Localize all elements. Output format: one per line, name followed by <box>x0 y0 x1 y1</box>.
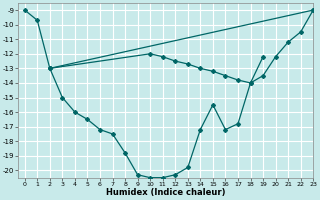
X-axis label: Humidex (Indice chaleur): Humidex (Indice chaleur) <box>106 188 226 197</box>
